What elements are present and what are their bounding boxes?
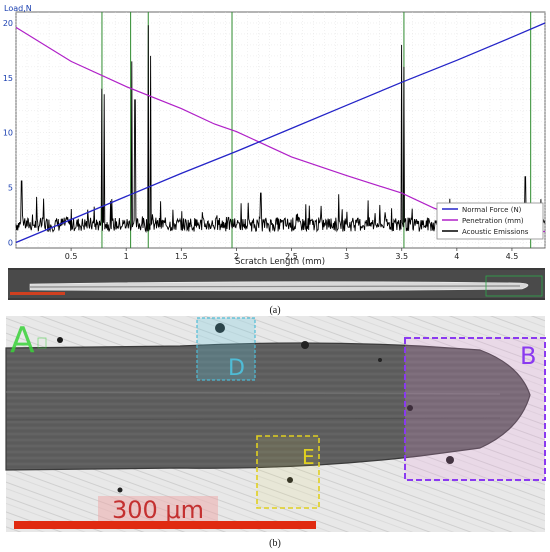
panel-label-b: (b) (269, 538, 281, 549)
svg-text:D: D (228, 356, 245, 381)
scale-bar-text: 300 μm (112, 496, 204, 524)
chart-panel-a: 0.5 1 1.5 2 2.5 3 3.5 4 4.5 0 5 10 15 20 Load,N Scrat… (3, 4, 546, 267)
y-tick-label: 20 (3, 19, 13, 28)
x-tick-label: 2.5 (285, 252, 298, 261)
x-tick-label: 2 (234, 252, 239, 261)
y-tick-label: 15 (3, 74, 13, 83)
svg-text:E: E (302, 445, 315, 469)
y-tick-label: 10 (3, 129, 13, 138)
x-tick-label: 3.5 (395, 252, 408, 261)
x-axis-label: Scratch Length (mm) (235, 257, 325, 267)
region-label-a: A (10, 320, 35, 361)
scale-bar: 300 μm (14, 496, 316, 529)
y-tick-label: 0 (8, 239, 13, 248)
y-tick-label: 5 (8, 184, 13, 193)
y-axis-label: Load,N (4, 4, 32, 13)
legend: Normal Force (N) Penetration (mm) Acoustic… (436, 202, 544, 240)
svg-text:B: B (520, 342, 536, 370)
axis-ticks: 0.5 1 1.5 2 2.5 3 3.5 4 4.5 0 5 10 15 20 (3, 19, 518, 261)
series-line-normal-force (15, 22, 546, 244)
x-tick-label: 1 (124, 252, 129, 261)
x-tick-label: 4 (454, 252, 459, 261)
region-b: B (404, 337, 546, 481)
legend-entry: Penetration (mm) (462, 217, 524, 225)
panel-label-a: (a) (269, 305, 280, 316)
x-tick-label: 3 (344, 252, 349, 261)
x-tick-label: 0.5 (65, 252, 78, 261)
x-tick-label: 4.5 (506, 252, 519, 261)
scratch-track-strip (8, 268, 545, 300)
legend-entry: Normal Force (N) (462, 206, 522, 214)
x-tick-label: 1.5 (175, 252, 188, 261)
micrograph-panel-b: A D B E 300 μm (5, 316, 546, 532)
legend-entry: Acoustic Emissions (462, 228, 529, 236)
region-d: D (196, 317, 256, 381)
region-e: E (256, 435, 320, 509)
